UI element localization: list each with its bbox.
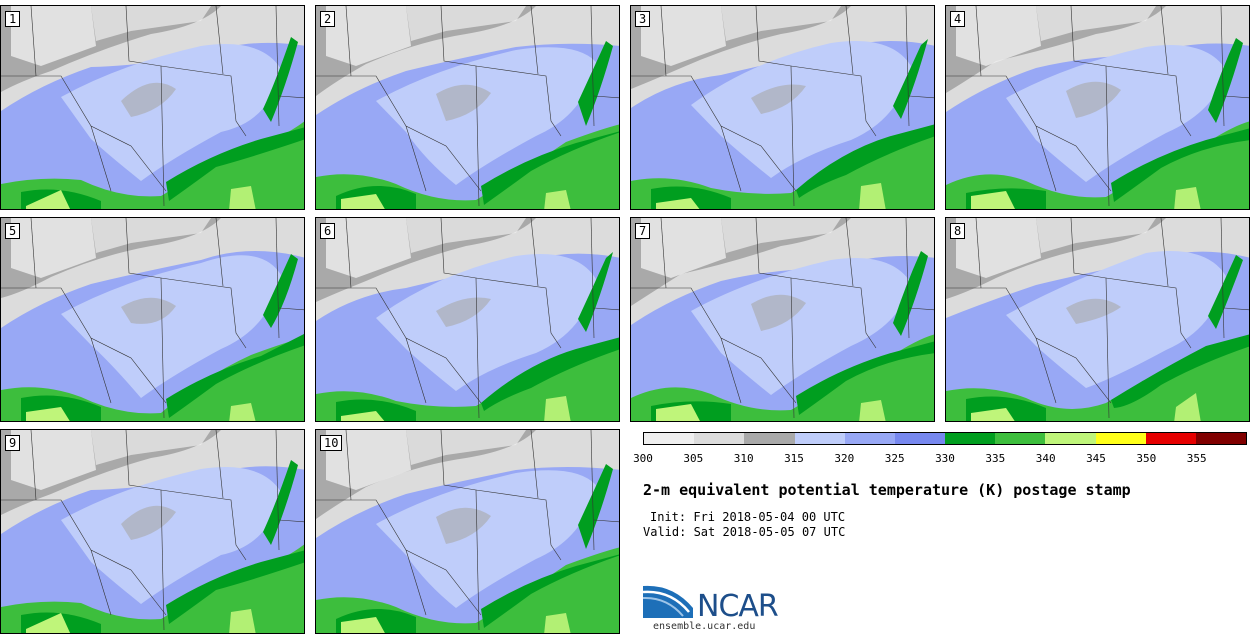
colorbar-segment	[694, 433, 745, 444]
colorbar-tick-label: 320	[834, 452, 855, 465]
member-number-label: 4	[950, 11, 966, 27]
colorbar-tick-label: 315	[784, 452, 804, 465]
member-number-label: 10	[320, 435, 343, 451]
member-map-panel: 3	[630, 5, 935, 210]
member-map-panel: 4	[945, 5, 1250, 210]
colorbar	[643, 432, 1247, 445]
member-number-label: 8	[950, 223, 966, 239]
member-map-panel: 10	[315, 429, 620, 634]
colorbar-segment	[894, 433, 946, 444]
member-number-label: 7	[635, 223, 651, 239]
valid-time: Valid: Sat 2018-05-05 07 UTC	[643, 525, 846, 539]
member-map-panel: 5	[0, 217, 305, 422]
member-map-panel: 1	[0, 5, 305, 210]
colorbar-tick-label: 330	[935, 452, 955, 465]
colorbar-tick-label: 335	[985, 452, 1006, 465]
colorbar-segment	[1145, 433, 1196, 444]
member-number-label: 5	[5, 223, 21, 239]
colorbar-segment	[995, 433, 1046, 444]
logo-url: ensemble.ucar.edu	[653, 621, 756, 632]
ncar-logo-icon	[643, 585, 693, 618]
colorbar-tick-label: 300	[633, 452, 653, 465]
colorbar-segment	[1195, 433, 1247, 444]
figure-title: 2-m equivalent potential temperature (K)…	[643, 481, 1131, 499]
colorbar-tick-label: 340	[1035, 452, 1056, 465]
colorbar-tick-label: 305	[683, 452, 704, 465]
colorbar-tick-label: 345	[1086, 452, 1106, 465]
member-map-panel: 7	[630, 217, 935, 422]
member-map-panel: 2	[315, 5, 620, 210]
member-number-label: 2	[320, 11, 336, 27]
colorbar-segment	[945, 433, 996, 444]
colorbar-tick-label: 350	[1136, 452, 1157, 465]
logo-name: NCAR	[697, 589, 779, 624]
member-map-panel: 6	[315, 217, 620, 422]
colorbar-segment	[644, 433, 695, 444]
colorbar-segment	[794, 433, 845, 444]
member-number-label: 1	[5, 11, 21, 27]
colorbar-segment	[1095, 433, 1146, 444]
colorbar-segment	[1045, 433, 1096, 444]
member-map-panel: 8	[945, 217, 1250, 422]
member-number-label: 3	[635, 11, 651, 27]
colorbar-segment	[744, 433, 795, 444]
colorbar-segment	[844, 433, 895, 444]
member-number-label: 6	[320, 223, 336, 239]
member-number-label: 9	[5, 435, 21, 451]
colorbar-tick-label: 325	[884, 452, 905, 465]
colorbar-tick-label: 310	[733, 452, 754, 465]
colorbar-tick-label: 355	[1186, 452, 1207, 465]
init-time: Init: Fri 2018-05-04 00 UTC	[650, 510, 846, 524]
member-map-panel: 9	[0, 429, 305, 634]
